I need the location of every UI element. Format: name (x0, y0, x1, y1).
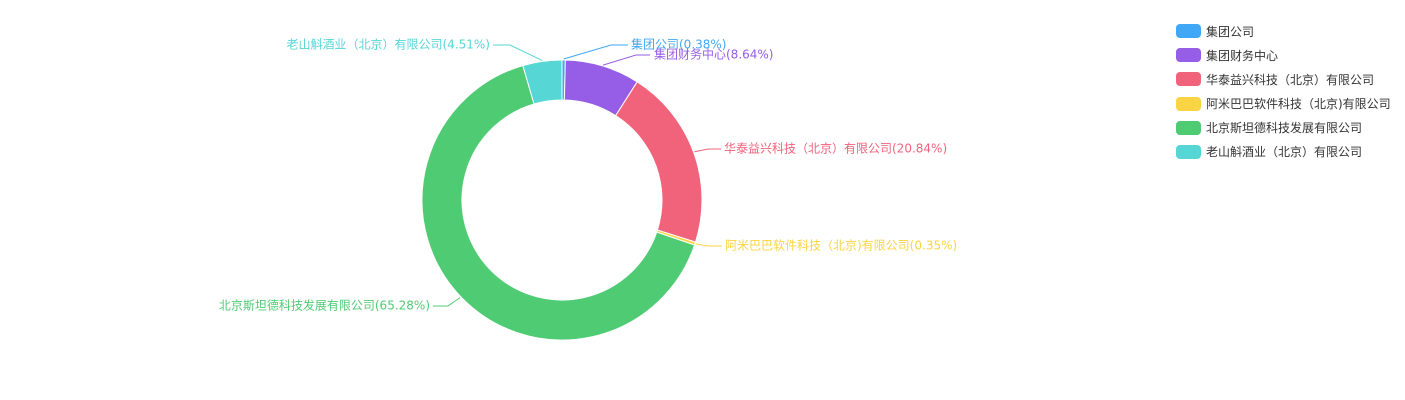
legend-swatch (1176, 96, 1201, 111)
legend-label: 老山斛酒业（北京）有限公司 (1206, 145, 1363, 160)
leader-line (433, 297, 461, 307)
label-sitande: 北京斯坦德科技发展有限公司(65.28%) (219, 298, 430, 313)
slice-labels: 集团公司(0.38%)集团财务中心(8.64%) 华泰益兴科技（北京）有限公司(2… (219, 37, 957, 313)
legend-item-caiwu[interactable]: 集团财务中心 (1176, 46, 1391, 64)
leader-line (694, 148, 721, 153)
legend-label: 北京斯坦德科技发展有限公司 (1206, 121, 1363, 136)
label-laoshanhu: 老山斛酒业（北京）有限公司(4.51%) (287, 38, 491, 52)
leader-line (563, 44, 628, 60)
legend-item-laoshanhu[interactable]: 老山斛酒业（北京）有限公司 (1176, 143, 1391, 161)
legend-item-sitande[interactable]: 北京斯坦德科技发展有限公司 (1176, 119, 1391, 137)
chart-legend: 集团公司 集团财务中心 华泰益兴科技（北京）有限公司 阿米巴巴软件科技（北京)有… (1176, 22, 1391, 167)
legend-item-amiba[interactable]: 阿米巴巴软件科技（北京)有限公司 (1176, 95, 1391, 113)
label-amiba: 阿米巴巴软件科技（北京)有限公司(0.35%) (725, 239, 957, 253)
legend-swatch (1176, 72, 1201, 87)
donut-slices (421, 59, 703, 341)
leader-line (602, 54, 650, 66)
legend-item-jituan[interactable]: 集团公司 (1176, 22, 1391, 40)
legend-label: 华泰益兴科技（北京）有限公司 (1206, 72, 1375, 87)
leader-line (695, 243, 722, 247)
legend-label: 集团财务中心 (1206, 48, 1279, 63)
legend-label: 阿米巴巴软件科技（北京)有限公司 (1206, 97, 1391, 112)
legend-swatch (1176, 120, 1201, 135)
label-jituan: 集团公司(0.38%) (631, 37, 727, 52)
label-huatai: 华泰益兴科技（北京）有限公司(20.84%) (724, 142, 947, 156)
slice-sitande[interactable] (421, 64, 696, 341)
slice-huatai[interactable] (614, 81, 703, 243)
legend-swatch (1176, 144, 1201, 159)
legend-swatch (1176, 48, 1201, 63)
leader-line (493, 44, 543, 61)
legend-swatch (1176, 24, 1201, 38)
legend-label: 集团公司 (1206, 24, 1255, 39)
label-caiwu: 集团财务中心(8.64%) (654, 47, 774, 62)
legend-item-huatai[interactable]: 华泰益兴科技（北京）有限公司 (1176, 70, 1391, 88)
slice-laoshanhu[interactable] (522, 59, 563, 105)
